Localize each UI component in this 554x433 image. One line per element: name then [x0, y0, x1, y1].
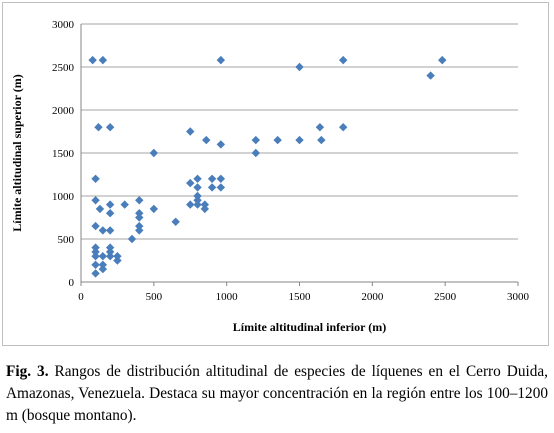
data-point: [426, 71, 435, 80]
y-tick-label: 3000: [52, 19, 75, 31]
data-point: [193, 183, 202, 192]
x-tick-label: 2000: [361, 291, 384, 303]
data-point: [98, 260, 108, 269]
data-point: [105, 200, 115, 209]
data-point: [295, 62, 304, 72]
data-point: [91, 252, 100, 261]
x-tick-label: 3000: [507, 291, 530, 303]
data-point: [339, 55, 348, 65]
data-point: [186, 127, 195, 136]
data-point: [127, 234, 137, 244]
data-point: [120, 200, 129, 209]
data-point: [98, 252, 108, 261]
x-tick-label: 0: [78, 291, 84, 303]
data-point: [186, 200, 195, 209]
data-point: [91, 260, 100, 269]
data-point: [94, 123, 103, 132]
x-axis-title: Límite altitudinal inferior (m): [233, 320, 386, 334]
y-tick-label: 500: [58, 234, 75, 246]
data-point: [98, 226, 108, 235]
x-tick-label: 500: [146, 291, 163, 303]
data-point: [98, 55, 108, 65]
data-point: [216, 55, 226, 65]
data-point: [295, 135, 304, 145]
grid-lines: [81, 23, 518, 240]
data-point: [273, 135, 282, 145]
data-point: [113, 252, 122, 261]
figure-caption: Fig. 3. Rangos de distribución altitudin…: [6, 361, 548, 427]
data-point: [91, 243, 100, 252]
data-point: [193, 196, 202, 205]
y-tick-label: 2000: [52, 105, 75, 117]
axes: [80, 24, 519, 286]
data-point: [251, 148, 260, 158]
data-point: [171, 217, 180, 226]
data-point: [438, 55, 447, 65]
scatter-chart: 0 500 1000 1500 2000 2500 3000 0 500 1000 1500 2000…: [10, 19, 530, 334]
y-tick-label: 1000: [52, 191, 75, 203]
chart-frame: 0 500 1000 1500 2000 2500 3000 0 500 1000 1500 2000…: [2, 2, 549, 346]
data-point: [216, 174, 226, 183]
data-point: [135, 209, 144, 218]
figure-label: Fig. 3.: [6, 363, 49, 380]
data-points: [88, 55, 447, 278]
data-point: [200, 200, 210, 209]
data-point: [105, 226, 115, 235]
data-point: [88, 55, 97, 65]
data-point: [91, 269, 100, 278]
data-point: [105, 247, 115, 257]
data-point: [91, 196, 100, 205]
data-point: [149, 204, 159, 214]
data-point: [149, 148, 159, 158]
x-tick-label: 1000: [216, 291, 239, 303]
data-point: [135, 221, 144, 231]
data-point: [186, 178, 195, 188]
y-axis-title: Límite altitudinal superior (m): [10, 74, 24, 231]
data-point: [193, 174, 202, 183]
data-point: [200, 204, 210, 214]
data-point: [113, 256, 122, 265]
data-point: [91, 174, 100, 183]
data-point: [91, 247, 100, 257]
data-point: [193, 200, 202, 209]
data-point: [105, 123, 115, 132]
data-point: [105, 209, 115, 218]
data-point: [207, 174, 217, 183]
data-point: [95, 204, 105, 214]
x-tick-label: 2500: [434, 291, 457, 303]
y-tick-label: 0: [69, 277, 75, 289]
data-point: [216, 183, 226, 192]
data-point: [251, 135, 260, 145]
y-tick-label: 1500: [52, 148, 75, 160]
data-point: [98, 264, 108, 274]
data-point: [216, 140, 226, 149]
x-tick-label: 1500: [289, 291, 312, 303]
data-point: [91, 221, 100, 231]
tick-labels: 0 500 1000 1500 2000 2500 3000 0 500 1000 1500 2000…: [52, 19, 530, 303]
data-point: [317, 135, 326, 145]
data-point: [135, 196, 144, 205]
data-point: [135, 226, 144, 235]
figure-caption-text: Rangos de distribución altitudinal de es…: [6, 363, 548, 424]
data-point: [339, 123, 348, 132]
data-point: [202, 135, 211, 145]
data-point: [105, 252, 115, 261]
data-point: [315, 123, 325, 132]
data-point: [105, 243, 115, 252]
data-point: [193, 191, 202, 201]
data-point: [135, 213, 144, 222]
y-tick-label: 2500: [52, 62, 75, 74]
data-point: [207, 183, 217, 192]
